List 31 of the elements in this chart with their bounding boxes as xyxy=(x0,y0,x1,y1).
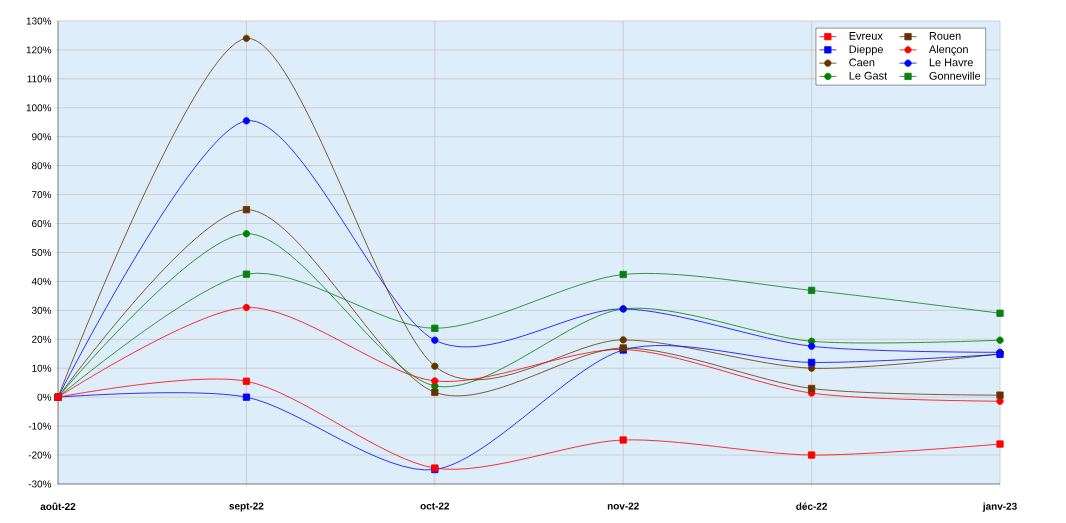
y-tick-label: 10% xyxy=(32,364,52,372)
y-tick-label: 110% xyxy=(27,75,52,83)
y-tick-label: 40% xyxy=(31,277,52,285)
legend-label: Rouen xyxy=(929,32,961,40)
legend-label: Caen xyxy=(849,58,875,67)
legend-label: Alençon xyxy=(928,45,968,56)
x-tick-label: déc-22 xyxy=(796,502,827,510)
y-tick-label: 60% xyxy=(32,220,52,228)
legend-label: Gonneville xyxy=(929,71,981,80)
y-tick-label: -30% xyxy=(28,480,52,488)
y-tick-label: 0% xyxy=(37,393,52,401)
y-tick-label: 90% xyxy=(32,133,52,141)
x-tick-label: août-22 xyxy=(40,502,76,511)
y-tick-label: -20% xyxy=(28,451,52,459)
y-tick-label: 20% xyxy=(32,335,52,343)
legend-label: Le Havre xyxy=(929,58,973,67)
x-tick-label: janv-23 xyxy=(982,502,1017,512)
legend-label: Le Gast xyxy=(849,71,888,80)
y-tick-label: 50% xyxy=(31,248,52,257)
y-tick-label: 120% xyxy=(26,46,52,54)
x-tick-label: sept-22 xyxy=(229,502,264,512)
legend-label: Evreux xyxy=(849,32,883,40)
legend-label: Dieppe xyxy=(849,45,883,56)
y-tick-label: 80% xyxy=(31,162,52,170)
y-tick-label: 30% xyxy=(31,306,52,314)
y-tick-label: 130% xyxy=(26,17,52,25)
x-tick-label: oct-22 xyxy=(420,502,450,510)
y-tick-label: 70% xyxy=(32,191,52,199)
y-tick-label: -10% xyxy=(28,422,52,430)
x-tick-label: nov-22 xyxy=(607,502,639,510)
y-tick-label: 100% xyxy=(26,104,52,112)
